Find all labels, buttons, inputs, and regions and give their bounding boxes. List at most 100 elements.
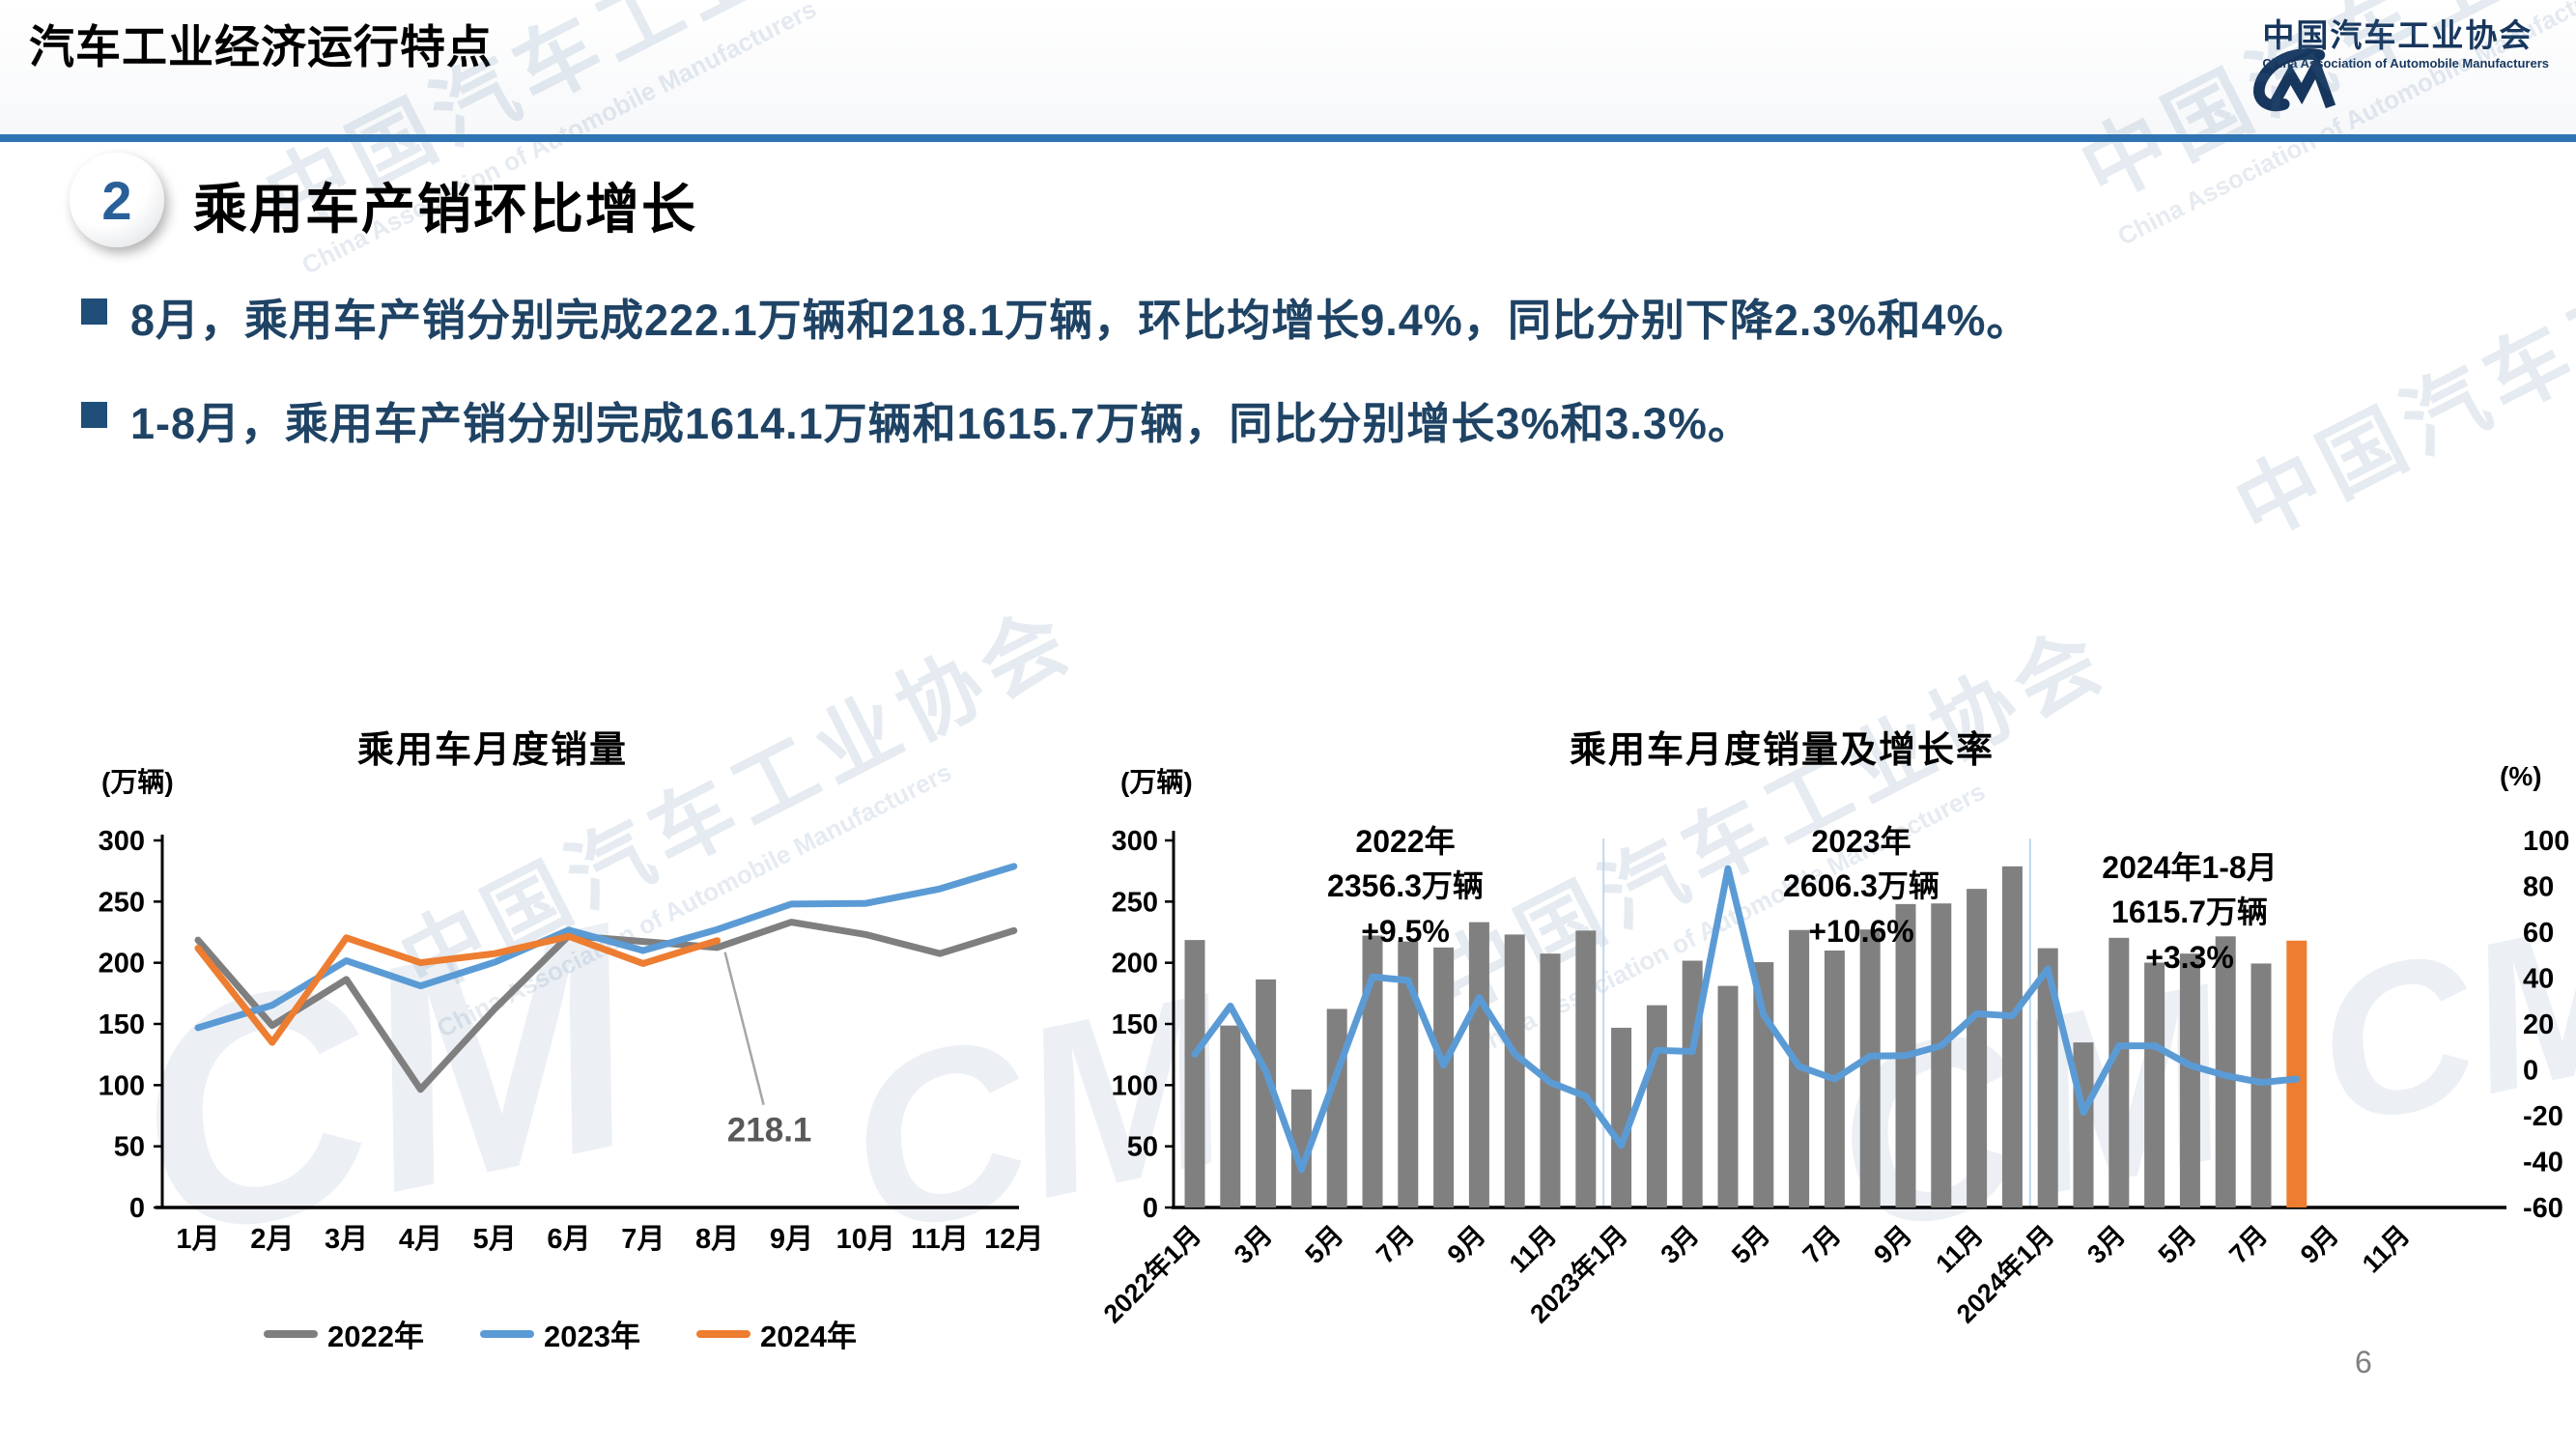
x-label-group: 11月: [2357, 1220, 2415, 1278]
callout-value: 218.1: [727, 1112, 812, 1150]
x-tick-label: 9月: [770, 1224, 813, 1255]
sales-bar: [1256, 979, 1277, 1208]
legend-swatch: [695, 1329, 750, 1338]
page-title: 汽车工业经济运行特点: [29, 21, 493, 72]
legend-item-2024年: 2024年: [695, 1312, 857, 1355]
sales-bar: [2109, 937, 2130, 1208]
x-tick-label: 11月: [911, 1224, 969, 1255]
header-band: [0, 0, 2576, 133]
y-left-label: 50: [1127, 1132, 1158, 1163]
y-tick-label: 150: [99, 1009, 145, 1040]
x-tick-label: 5月: [2153, 1220, 2202, 1269]
x-tick-label: 11月: [2357, 1220, 2415, 1278]
x-tick-label: 5月: [1300, 1220, 1349, 1269]
sales-bar: [1575, 930, 1597, 1208]
x-tick-label: 2022年1月: [1097, 1219, 1206, 1328]
x-label-group: 9月: [1868, 1220, 1917, 1269]
page-number: 6: [2355, 1345, 2372, 1379]
sales-bar: [1504, 934, 1525, 1208]
sales-bar: [2073, 1042, 2094, 1208]
x-tick-label: 10月: [836, 1224, 895, 1255]
legend-label: 2023年: [544, 1320, 640, 1353]
x-label-group: 3月: [1229, 1220, 1278, 1269]
sales-line-2024年: [194, 932, 722, 1046]
x-tick-label: 8月: [695, 1224, 739, 1255]
x-tick-label: 2月: [250, 1224, 294, 1255]
sales-line-2023年: [194, 863, 1018, 1032]
growth-line: [1191, 865, 2301, 1174]
sales-bar: [1859, 929, 1881, 1208]
x-label-group: 3月: [1656, 1220, 1705, 1269]
x-tick-label: 12月: [984, 1224, 1043, 1255]
x-label-group: 7月: [1371, 1220, 1420, 1269]
sales-bar: [2001, 866, 2023, 1208]
sales-bar: [2037, 948, 2058, 1208]
x-tick-label: 9月: [1868, 1220, 1917, 1269]
y-right-label: 60: [2523, 918, 2554, 949]
section-heading: 乘用车产销环比增长: [193, 179, 697, 240]
sales-bar: [2215, 936, 2236, 1208]
x-label-group: 5月: [1726, 1220, 1775, 1269]
sales-bar: [1931, 903, 1952, 1208]
sales-bar: [1290, 1089, 1312, 1208]
watermark: 中国汽车工业协会: [2222, 136, 2576, 557]
header-divider: [0, 134, 2576, 142]
y-left-label: 300: [1112, 826, 1158, 857]
sales-bar: [1362, 935, 1383, 1208]
sales-bar: [1967, 889, 1988, 1208]
y-tick-label: 250: [99, 887, 145, 918]
x-tick-label: 7月: [1798, 1220, 1847, 1269]
sales-bar: [2179, 953, 2200, 1208]
section-number-badge: 2: [70, 153, 164, 247]
x-label-group: 7月: [2223, 1220, 2273, 1269]
x-tick-label: 11月: [1930, 1220, 1988, 1278]
y-left-label: 0: [1143, 1193, 1158, 1224]
sales-bar: [1611, 1027, 1632, 1208]
x-tick-label: 7月: [621, 1224, 665, 1255]
y-right-label: 0: [2523, 1056, 2538, 1087]
legend-item-2023年: 2023年: [480, 1312, 640, 1355]
x-label-group: 11月: [1930, 1220, 1988, 1278]
x-tick-label: 3月: [2081, 1220, 2131, 1269]
x-tick-label: 6月: [547, 1224, 590, 1255]
y-left-label: 250: [1112, 887, 1158, 918]
y-tick-label: 100: [99, 1070, 145, 1101]
left-chart-legend: 2022年 2023年 2024年: [58, 1312, 1062, 1355]
x-tick-label: 5月: [1726, 1220, 1775, 1269]
x-label-group: 7月: [1798, 1220, 1847, 1269]
sales-bar: [1398, 941, 1419, 1208]
legend-swatch: [480, 1329, 535, 1338]
annotation-2022: 2022年 2356.3万辆 +9.5%: [1327, 824, 1484, 949]
legend-swatch: [264, 1329, 319, 1338]
x-label-group: 5月: [2153, 1220, 2202, 1269]
logo-name-en: China Association of Automobile Manufact…: [2262, 55, 2549, 71]
y-left-label: 150: [1112, 1009, 1158, 1040]
x-tick-label: 3月: [325, 1224, 368, 1255]
y-tick-label: 200: [99, 949, 145, 980]
x-label-group: 5月: [1300, 1220, 1349, 1269]
right-chart-unit-left: (万辆): [1120, 767, 1193, 797]
y-right-label: 80: [2523, 872, 2554, 903]
legend-item-2022年: 2022年: [264, 1312, 424, 1355]
annotation-2024: 2024年1-8月 1615.7万辆 +3.3%: [2102, 850, 2278, 975]
x-label-group: 2022年1月: [1097, 1219, 1206, 1328]
left-chart-title: 乘用车月度销量: [356, 730, 628, 771]
left-chart-unit-label: (万辆): [101, 767, 174, 797]
y-right-label: 20: [2523, 1009, 2554, 1040]
y-right-label: 40: [2523, 964, 2554, 995]
x-label-group: 3月: [2081, 1220, 2131, 1269]
y-tick-label: 0: [129, 1193, 145, 1224]
sales-bar: [1646, 1005, 1667, 1208]
monthly-sales-line-chart: 0 50 100 150 200 250 300 1月 2月 3月 4月 5月 6月 7月 8月 9月 10月 1…: [99, 826, 1044, 1255]
y-right-label: -40: [2523, 1148, 2563, 1179]
x-tick-label: 7月: [1371, 1220, 1420, 1269]
y-right-label: 100: [2523, 826, 2569, 857]
bullet-item: 8月，乘用车产销分别完成222.1万辆和218.1万辆，环比均增长9.4%，同比…: [81, 285, 2030, 348]
y-tick-label: 50: [114, 1132, 145, 1163]
sales-bar: [1468, 922, 1489, 1208]
legend-label: 2024年: [759, 1320, 857, 1353]
y-left-label: 200: [1112, 949, 1158, 980]
y-tick-label: 300: [99, 826, 145, 857]
